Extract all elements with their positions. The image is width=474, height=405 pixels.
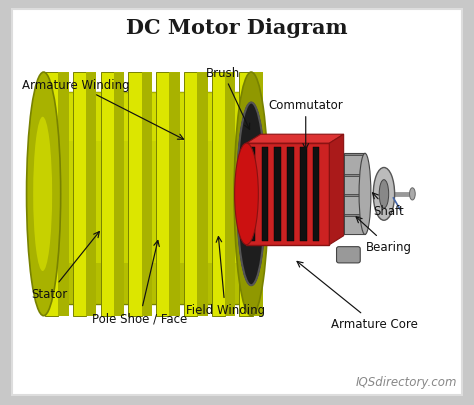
Bar bbox=[274, 148, 281, 241]
Ellipse shape bbox=[374, 168, 395, 221]
Text: Brush: Brush bbox=[206, 66, 250, 130]
Bar bbox=[300, 148, 307, 241]
Bar bbox=[262, 148, 268, 241]
Bar bbox=[287, 148, 294, 241]
Bar bbox=[45, 73, 58, 316]
Ellipse shape bbox=[33, 117, 52, 271]
FancyBboxPatch shape bbox=[12, 10, 462, 395]
Bar bbox=[239, 73, 253, 316]
Ellipse shape bbox=[410, 188, 415, 200]
Text: Field Winding: Field Winding bbox=[186, 237, 264, 316]
Bar bbox=[344, 154, 365, 235]
Ellipse shape bbox=[237, 103, 265, 286]
Bar bbox=[197, 73, 208, 316]
Bar bbox=[246, 144, 329, 245]
Bar bbox=[344, 156, 365, 174]
Bar bbox=[58, 73, 69, 316]
Text: DC Motor Diagram: DC Motor Diagram bbox=[126, 18, 348, 38]
Text: IQSdirectory.com: IQSdirectory.com bbox=[356, 375, 457, 388]
Ellipse shape bbox=[234, 73, 268, 316]
Text: Armature Winding: Armature Winding bbox=[22, 79, 183, 140]
Bar bbox=[313, 148, 319, 241]
Bar bbox=[344, 196, 365, 215]
Bar bbox=[128, 73, 142, 316]
Text: Stator: Stator bbox=[32, 232, 100, 300]
Bar bbox=[344, 176, 365, 194]
Bar bbox=[73, 73, 86, 316]
Ellipse shape bbox=[359, 154, 371, 235]
Text: Armature Core: Armature Core bbox=[297, 262, 418, 330]
Text: Pole Shoe / Face: Pole Shoe / Face bbox=[92, 241, 187, 324]
Ellipse shape bbox=[235, 144, 258, 245]
Bar bbox=[249, 148, 255, 241]
Text: Shaft: Shaft bbox=[373, 193, 404, 217]
Text: Commutator: Commutator bbox=[268, 99, 343, 150]
Polygon shape bbox=[329, 135, 344, 245]
Bar bbox=[100, 73, 114, 316]
Bar bbox=[43, 263, 251, 304]
Bar bbox=[43, 93, 251, 142]
Polygon shape bbox=[246, 135, 344, 144]
Bar bbox=[253, 73, 263, 316]
Ellipse shape bbox=[379, 180, 389, 209]
Bar bbox=[156, 73, 169, 316]
Bar bbox=[86, 73, 97, 316]
Bar bbox=[114, 73, 124, 316]
Bar bbox=[142, 73, 152, 316]
Bar bbox=[344, 217, 365, 235]
Bar bbox=[43, 93, 251, 304]
Bar bbox=[169, 73, 180, 316]
Bar bbox=[225, 73, 235, 316]
Text: Bearing: Bearing bbox=[356, 217, 412, 254]
Bar bbox=[211, 73, 225, 316]
Bar bbox=[184, 73, 197, 316]
Ellipse shape bbox=[27, 73, 61, 316]
FancyBboxPatch shape bbox=[337, 247, 360, 263]
